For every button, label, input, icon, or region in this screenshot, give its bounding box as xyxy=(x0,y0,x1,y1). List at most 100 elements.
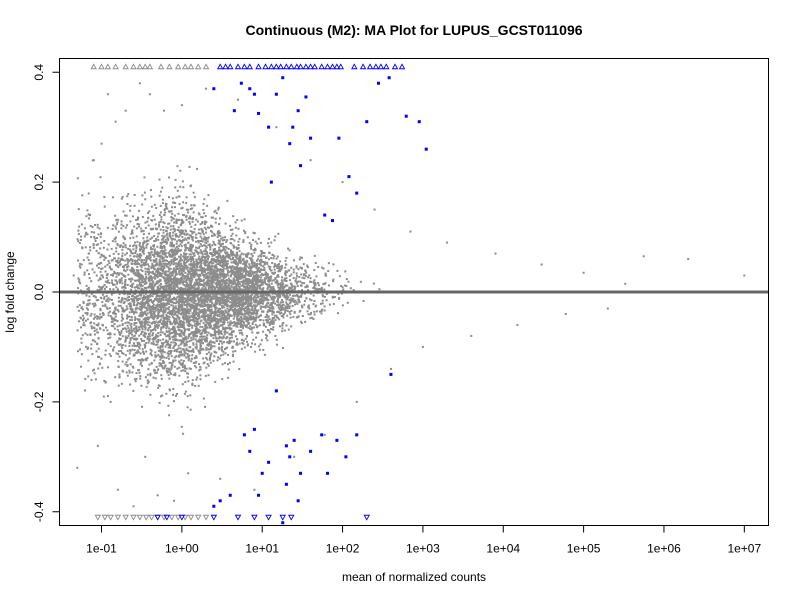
cloud-point xyxy=(205,336,208,339)
cloud-point xyxy=(174,334,177,337)
cloud-point xyxy=(171,281,174,284)
cloud-point xyxy=(201,309,204,312)
cloud-point xyxy=(228,333,231,336)
cloud-point xyxy=(178,269,181,272)
cloud-point xyxy=(128,305,131,308)
cloud-point xyxy=(195,340,198,343)
cloud-point xyxy=(212,328,215,331)
cloud-point xyxy=(157,386,160,389)
cloud-point xyxy=(95,350,98,353)
cloud-point xyxy=(162,338,165,341)
cloud-point xyxy=(275,316,278,319)
cloud-point xyxy=(163,367,166,370)
cloud-point xyxy=(161,275,164,278)
cloud-point xyxy=(168,368,171,371)
cloud-point xyxy=(235,265,238,268)
cloud-point xyxy=(238,329,241,332)
cloud-point xyxy=(119,281,122,284)
cloud-point xyxy=(187,317,190,320)
cloud-point xyxy=(244,299,247,302)
cloud-point xyxy=(224,328,227,331)
cloud-point xyxy=(190,318,193,321)
cloud-point xyxy=(89,314,92,317)
cloud-point xyxy=(182,221,185,224)
cloud-point xyxy=(204,405,207,408)
cloud-point xyxy=(173,332,176,335)
cloud-point xyxy=(110,293,113,296)
cloud-point xyxy=(321,294,324,297)
cloud-point xyxy=(159,246,162,249)
cloud-point xyxy=(147,257,150,260)
cloud-point xyxy=(234,323,237,326)
cloud-point xyxy=(171,206,174,209)
cloud-point xyxy=(228,315,231,318)
cloud-point xyxy=(254,293,257,296)
cloud-point xyxy=(238,306,241,309)
cloud-point xyxy=(180,331,183,334)
cloud-point xyxy=(181,218,184,221)
cloud-point xyxy=(279,312,282,315)
cloud-point xyxy=(136,255,139,258)
chart-title: Continuous (M2): MA Plot for LUPUS_GCST0… xyxy=(245,22,582,38)
cloud-point xyxy=(255,276,258,279)
cloud-point xyxy=(222,257,225,260)
cloud-point xyxy=(176,245,179,248)
cloud-point xyxy=(248,308,251,311)
cloud-point xyxy=(249,268,252,271)
cloud-point xyxy=(179,243,182,246)
cloud-point xyxy=(205,292,208,295)
cloud-point xyxy=(100,253,103,256)
cloud-point xyxy=(220,269,223,272)
cloud-point xyxy=(168,296,171,299)
cloud-point xyxy=(293,311,296,314)
cloud-point xyxy=(164,296,167,299)
cloud-point xyxy=(198,313,201,316)
cloud-point xyxy=(134,261,137,264)
cloud-point xyxy=(277,297,280,300)
cloud-point xyxy=(128,248,131,251)
cloud-point xyxy=(232,283,235,286)
cloud-point xyxy=(221,337,224,340)
cloud-point xyxy=(205,241,208,244)
cloud-point xyxy=(279,260,282,263)
cloud-point xyxy=(234,350,237,353)
cloud-point xyxy=(141,339,144,342)
cloud-point xyxy=(143,333,146,336)
cloud-point xyxy=(141,322,144,325)
cloud-point xyxy=(165,242,168,245)
cloud-point xyxy=(140,315,143,318)
cloud-point xyxy=(140,289,143,292)
cloud-point xyxy=(129,280,132,283)
cloud-point xyxy=(117,273,120,276)
cloud-point xyxy=(125,214,128,217)
cloud-point xyxy=(264,316,267,319)
cloud-point xyxy=(148,311,151,314)
cloud-point xyxy=(138,342,141,345)
cloud-point xyxy=(276,311,279,314)
cloud-point xyxy=(134,252,137,255)
cloud-point xyxy=(219,307,222,310)
cloud-point xyxy=(248,270,251,273)
cloud-point xyxy=(103,256,106,259)
cloud-point xyxy=(196,321,199,324)
cloud-point xyxy=(133,204,136,207)
cloud-point xyxy=(147,323,150,326)
cloud-point xyxy=(161,343,164,346)
cloud-point xyxy=(233,315,236,318)
cloud-point xyxy=(223,362,226,365)
cloud-point xyxy=(231,228,234,231)
cloud-point xyxy=(182,324,185,327)
cloud-point xyxy=(274,292,277,295)
cloud-point xyxy=(224,285,227,288)
cloud-point xyxy=(133,321,136,324)
cloud-point xyxy=(281,266,284,269)
cloud-point xyxy=(217,242,220,245)
cloud-point xyxy=(274,278,277,281)
cloud-point xyxy=(129,237,132,240)
cloud-point xyxy=(129,258,132,261)
cloud-point xyxy=(96,288,99,291)
cloud-point xyxy=(134,330,137,333)
cloud-point xyxy=(177,301,180,304)
cloud-point xyxy=(202,298,205,301)
cloud-point xyxy=(256,293,259,296)
